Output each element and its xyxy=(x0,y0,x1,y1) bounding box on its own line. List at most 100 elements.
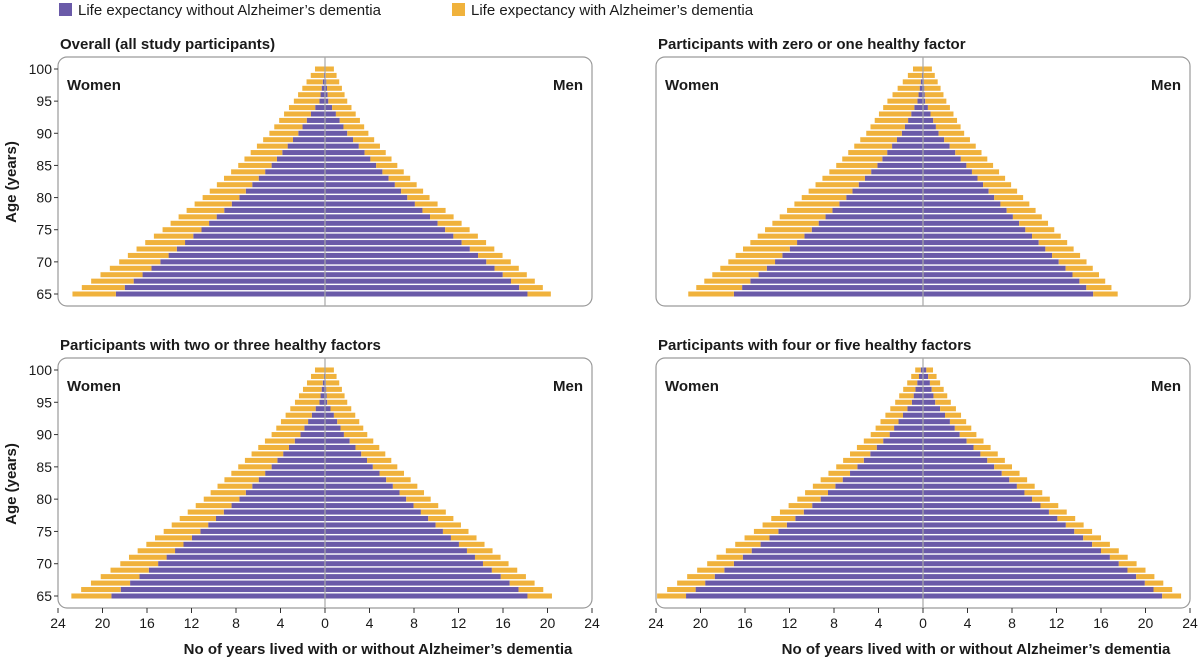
bar-men-without-70 xyxy=(325,259,487,265)
bar-women-with-92 xyxy=(280,419,309,425)
bar-men-without-76 xyxy=(325,220,438,226)
bar-women-with-92 xyxy=(874,117,909,123)
bar-men-with-65 xyxy=(1162,593,1182,599)
bar-women-with-85 xyxy=(238,464,272,470)
y-tick-label: 100 xyxy=(29,362,53,378)
bar-women-with-74 xyxy=(757,233,805,239)
bar-women-with-67 xyxy=(704,278,751,284)
bar-women-with-71 xyxy=(716,554,743,560)
bar-women-without-87 xyxy=(283,451,325,457)
bar-men-without-82 xyxy=(325,483,393,489)
bar-women-without-90 xyxy=(300,432,325,438)
bar-women-with-69 xyxy=(109,265,152,271)
bar-men-with-91 xyxy=(935,124,961,130)
bar-men-with-68 xyxy=(502,272,527,278)
bar-men-with-77 xyxy=(428,515,454,522)
bar-women-without-93 xyxy=(310,111,325,117)
bar-men-without-84 xyxy=(923,169,972,175)
bar-men-with-98 xyxy=(325,380,340,386)
bar-men-without-97 xyxy=(923,85,925,91)
bar-women-without-81 xyxy=(852,188,923,194)
bar-women-without-86 xyxy=(863,457,923,463)
bar-women-without-90 xyxy=(901,130,923,136)
bar-men-without-96 xyxy=(325,92,328,98)
bar-men-with-68 xyxy=(500,574,526,580)
panel-two-three-factors: Participants with two or three healthy f… xyxy=(29,337,600,631)
x-tick-label: 16 xyxy=(139,615,155,631)
bar-men-without-85 xyxy=(923,464,995,470)
bar-women-without-67 xyxy=(705,580,923,586)
bar-women-with-78 xyxy=(787,207,833,213)
bar-men-with-66 xyxy=(1086,285,1112,291)
bar-women-with-68 xyxy=(100,272,143,278)
bar-men-without-79 xyxy=(923,503,1041,509)
bar-men-with-100 xyxy=(923,66,932,72)
bar-men-without-66 xyxy=(325,587,519,593)
bar-women-without-66 xyxy=(120,587,326,593)
bar-women-without-82 xyxy=(252,483,325,489)
panel-four-five-factors: Participants with four or five healthy f… xyxy=(648,337,1198,631)
bar-men-without-85 xyxy=(325,162,377,168)
bar-women-without-76 xyxy=(209,220,325,226)
bar-men-with-94 xyxy=(330,406,352,412)
y-tick-label: 75 xyxy=(36,222,52,238)
bar-women-without-77 xyxy=(216,214,325,220)
bar-men-without-87 xyxy=(325,451,362,457)
bar-men-without-81 xyxy=(325,188,402,194)
bar-women-with-93 xyxy=(885,412,903,418)
bar-women-without-69 xyxy=(151,265,325,271)
bar-women-without-73 xyxy=(760,541,923,547)
bar-women-without-93 xyxy=(311,412,325,418)
bar-men-without-75 xyxy=(325,528,443,534)
bar-men-with-88 xyxy=(355,444,380,451)
legend-swatch-without xyxy=(59,3,72,16)
bar-men-without-89 xyxy=(923,137,945,143)
bar-men-with-85 xyxy=(966,162,994,168)
bar-men-with-91 xyxy=(954,425,972,431)
y-tick-label: 100 xyxy=(29,61,53,77)
bar-men-without-92 xyxy=(325,117,340,123)
bar-women-with-99 xyxy=(310,72,324,78)
bar-men-with-79 xyxy=(413,503,439,509)
bar-men-without-78 xyxy=(923,207,1007,213)
bar-men-without-71 xyxy=(325,252,479,258)
bar-men-with-67 xyxy=(509,580,535,586)
bar-men-with-80 xyxy=(994,195,1024,201)
women-label: Women xyxy=(67,378,121,395)
bar-women-with-76 xyxy=(772,220,819,226)
bar-men-with-97 xyxy=(931,386,944,392)
bar-men-without-84 xyxy=(325,470,380,476)
bar-men-without-68 xyxy=(923,272,1073,278)
x-tick-label: 24 xyxy=(1182,615,1198,631)
bar-women-with-75 xyxy=(753,528,779,534)
x-tick-label: 8 xyxy=(830,615,838,631)
bar-women-with-84 xyxy=(828,470,851,476)
bar-men-without-74 xyxy=(325,233,454,239)
x-tick-label: 12 xyxy=(1049,615,1065,631)
women-label: Women xyxy=(665,77,719,94)
bar-women-without-84 xyxy=(850,470,923,476)
bar-women-without-86 xyxy=(882,156,923,162)
bar-men-with-83 xyxy=(386,477,411,483)
bar-men-without-69 xyxy=(923,567,1128,573)
bar-women-without-67 xyxy=(133,278,325,284)
y-tick-label: 85 xyxy=(36,459,52,475)
bar-men-without-72 xyxy=(325,548,467,554)
bar-women-with-74 xyxy=(153,233,194,239)
bar-women-without-71 xyxy=(166,554,325,560)
bar-women-with-71 xyxy=(735,252,783,258)
bar-men-without-90 xyxy=(325,432,344,438)
bar-men-without-92 xyxy=(923,117,934,123)
bar-men-without-65 xyxy=(923,593,1163,599)
bar-women-without-69 xyxy=(724,567,923,573)
bar-women-with-86 xyxy=(244,457,278,463)
legend: Life expectancy without Alzheimer’s deme… xyxy=(59,2,754,19)
bar-women-without-97 xyxy=(321,85,325,91)
bar-women-with-79 xyxy=(788,503,813,509)
bar-women-with-92 xyxy=(880,419,899,425)
bar-women-without-82 xyxy=(835,483,923,489)
bar-men-without-80 xyxy=(923,496,1033,502)
bar-women-without-66 xyxy=(742,285,923,291)
x-tick-label: 20 xyxy=(1138,615,1154,631)
bar-men-without-87 xyxy=(923,451,981,457)
